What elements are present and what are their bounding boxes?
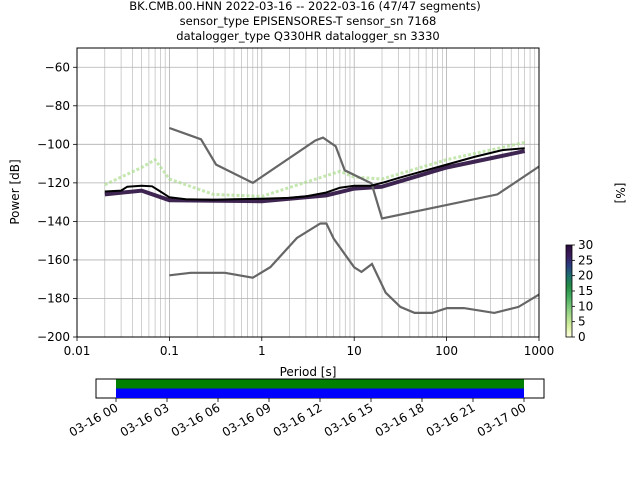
y-axis-label: Power [dB] — [8, 159, 22, 224]
coverage-segments — [116, 379, 524, 398]
x-tick-label: 100 — [435, 344, 458, 358]
colorbar-tick-label: 25 — [578, 253, 593, 267]
colorbar-gradient — [565, 244, 573, 338]
x-tick-label: 1 — [258, 344, 266, 358]
colorbar-tick-label: 0 — [578, 330, 586, 344]
title-line-1: BK.CMB.00.HNN 2022-03-16 -- 2022-03-16 (… — [129, 0, 481, 13]
psd-band-line — [104, 149, 526, 204]
time-tick-label: 03-16 09 — [220, 400, 274, 439]
series-lines — [104, 126, 540, 315]
colorbar-label: [%] — [613, 183, 627, 204]
time-tick-label: 03-16 00 — [67, 400, 121, 439]
title-line-3: datalogger_type Q330HR datalogger_sn 333… — [176, 29, 439, 43]
time-tick-label: 03-16 03 — [118, 400, 172, 439]
y-tick-label: −120 — [37, 176, 70, 190]
x-tick-label: 0.1 — [160, 344, 179, 358]
noise-model-lower-line — [169, 222, 540, 315]
plot-background — [77, 48, 539, 337]
y-tick-label: −60 — [45, 60, 70, 74]
x-tick-label: 0.01 — [64, 344, 91, 358]
time-tick-label: 03-16 18 — [373, 400, 427, 439]
colorbar-tick-label: 30 — [578, 238, 593, 252]
noise-model-upper-line — [169, 126, 540, 220]
psd-histogram — [104, 140, 526, 204]
y-tick-label: −80 — [45, 99, 70, 113]
title-line-2: sensor_type EPISENSORES-T sensor_sn 7168 — [180, 14, 437, 28]
time-tick-label: 03-16 15 — [322, 400, 376, 439]
plot-frame — [76, 47, 540, 338]
time-tick-label: 03-16 12 — [271, 400, 325, 439]
y-tick-label: −140 — [37, 214, 70, 228]
psd-plot-area: 0.01 0.1 1 10 100 1000 −60 −80 −100 −120 −140 −160… — [8, 47, 555, 379]
y-tick-label: −200 — [37, 330, 70, 344]
coverage-segment — [116, 388, 524, 398]
x-axis-label: Period [s] — [280, 365, 337, 379]
colorbar-tick-label: 10 — [578, 299, 593, 313]
psd-spread-line — [104, 140, 526, 198]
grid-lines — [77, 48, 539, 337]
colorbar-tick-label: 15 — [578, 284, 593, 298]
coverage-segment — [116, 379, 524, 389]
y-tick-label: −100 — [37, 137, 70, 151]
colorbar-tick-label: 20 — [578, 269, 593, 283]
y-axis-ticks: −60 −80 −100 −120 −140 −160 −180 −200 — [37, 60, 77, 344]
time-tick-label: 03-17 00 — [475, 400, 529, 439]
x-tick-label: 1000 — [524, 344, 555, 358]
time-tick-label: 03-16 21 — [424, 400, 478, 439]
y-tick-label: −180 — [37, 291, 70, 305]
chart-title: BK.CMB.00.HNN 2022-03-16 -- 2022-03-16 (… — [129, 0, 481, 43]
y-tick-label: −160 — [37, 253, 70, 267]
mode-line — [104, 147, 525, 201]
x-tick-label: 10 — [347, 344, 362, 358]
time-tick-label: 03-16 06 — [169, 400, 223, 439]
colorbar-tick-label: 5 — [578, 315, 586, 329]
x-axis-ticks: 0.01 0.1 1 10 100 1000 — [64, 337, 555, 358]
